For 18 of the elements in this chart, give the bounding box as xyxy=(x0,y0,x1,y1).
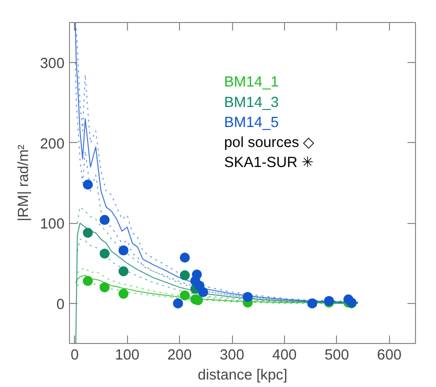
x-tick-label: 0 xyxy=(70,348,79,364)
y-axis-title: |RM| rad/m² xyxy=(16,144,32,222)
text: BM14_5 xyxy=(224,114,279,131)
x-tick-label: 400 xyxy=(272,348,297,364)
x-tick-label: 100 xyxy=(114,348,140,364)
annotation: SKA1-SUR ✳ xyxy=(224,154,315,171)
x-tick-label: 500 xyxy=(324,348,350,364)
y-tick-label: 0 xyxy=(56,296,65,313)
text: BM14_1 xyxy=(224,74,279,91)
x-axis-title: distance [kpc] xyxy=(198,368,288,384)
x-tick-label: 600 xyxy=(377,348,402,364)
y-tick-label: 200 xyxy=(40,136,65,152)
y-tick-label: 100 xyxy=(40,216,65,233)
y-tick-label: 300 xyxy=(40,56,65,72)
text: BM14_3 xyxy=(224,94,279,111)
x-tick-label: 200 xyxy=(167,348,192,364)
x-tick-label: 300 xyxy=(220,348,244,364)
annotation: pol sources ◇ xyxy=(224,134,316,151)
